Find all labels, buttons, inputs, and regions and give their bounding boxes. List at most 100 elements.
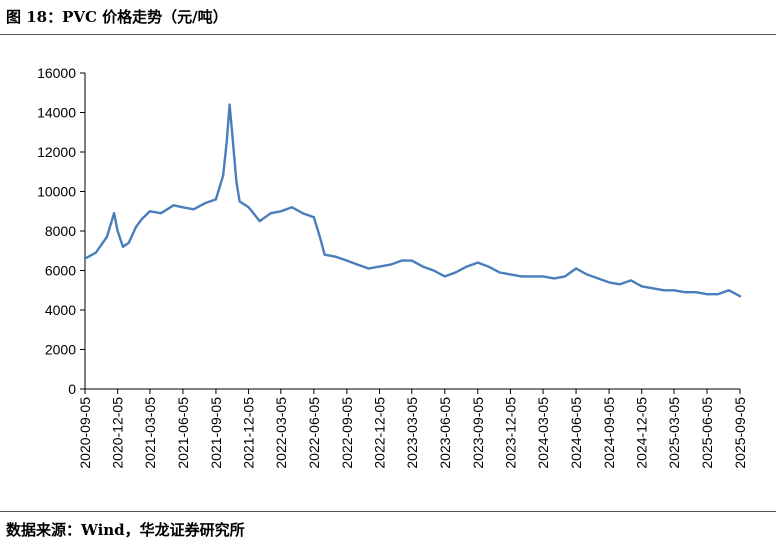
data-point bbox=[121, 245, 125, 248]
x-tick-label: 2022-09-05 bbox=[339, 397, 355, 469]
data-point bbox=[509, 273, 512, 276]
x-tick-label: 2020-12-05 bbox=[110, 397, 126, 469]
chart-series bbox=[83, 103, 742, 298]
y-tick-label: 6000 bbox=[45, 263, 76, 279]
data-point bbox=[134, 226, 137, 229]
data-point bbox=[127, 241, 130, 244]
data-point bbox=[651, 287, 654, 290]
y-tick-label: 2000 bbox=[45, 342, 76, 358]
data-point bbox=[476, 261, 479, 264]
data-point bbox=[290, 206, 294, 209]
data-point bbox=[356, 263, 359, 266]
data-point bbox=[421, 265, 424, 268]
y-tick-label: 4000 bbox=[45, 302, 76, 318]
x-tick-label: 2024-09-05 bbox=[601, 397, 617, 469]
y-tick-label: 10000 bbox=[37, 184, 76, 200]
data-point bbox=[432, 269, 435, 272]
data-point bbox=[116, 229, 119, 233]
data-point bbox=[672, 289, 676, 292]
y-tick-label: 14000 bbox=[37, 105, 76, 121]
data-point bbox=[334, 255, 337, 258]
data-point bbox=[279, 210, 282, 213]
x-tick-label: 2021-12-05 bbox=[241, 397, 257, 469]
title-divider bbox=[0, 34, 776, 35]
x-tick-label: 2025-09-05 bbox=[732, 397, 748, 469]
data-point bbox=[400, 259, 403, 262]
data-point bbox=[258, 220, 261, 223]
data-point bbox=[531, 275, 534, 278]
data-point bbox=[312, 216, 315, 219]
data-point bbox=[596, 277, 600, 280]
footer-divider bbox=[0, 511, 776, 512]
x-tick-label: 2020-09-05 bbox=[77, 397, 93, 469]
data-point bbox=[640, 285, 643, 288]
data-point bbox=[159, 212, 163, 215]
x-tick-label: 2022-03-05 bbox=[273, 397, 289, 469]
x-tick-label: 2023-03-05 bbox=[404, 397, 420, 469]
data-point bbox=[608, 281, 611, 284]
data-point bbox=[575, 267, 578, 270]
data-point bbox=[319, 239, 323, 242]
data-point bbox=[629, 279, 633, 282]
data-point bbox=[140, 218, 143, 221]
data-point bbox=[520, 275, 523, 278]
data-point bbox=[269, 212, 272, 215]
x-tick-label: 2022-12-05 bbox=[371, 397, 387, 469]
x-tick-label: 2023-12-05 bbox=[502, 397, 518, 469]
x-tick-label: 2021-09-05 bbox=[208, 397, 224, 469]
data-point bbox=[542, 275, 545, 278]
data-point bbox=[192, 208, 195, 211]
data-point bbox=[367, 267, 370, 270]
data-point bbox=[465, 265, 468, 268]
data-point bbox=[443, 275, 446, 278]
data-point bbox=[389, 263, 392, 266]
data-point bbox=[238, 200, 241, 203]
data-point bbox=[553, 277, 556, 280]
data-point bbox=[345, 259, 348, 262]
x-tick-label: 2025-06-05 bbox=[699, 397, 715, 469]
y-tick-label: 12000 bbox=[37, 144, 76, 160]
data-point bbox=[94, 251, 97, 254]
chart-title: 图 18：PVC 价格走势（元/吨） bbox=[6, 8, 228, 26]
x-tick-label: 2023-09-05 bbox=[470, 397, 486, 469]
data-point bbox=[203, 202, 206, 205]
data-point bbox=[705, 293, 709, 296]
x-tick-label: 2021-03-05 bbox=[142, 397, 158, 469]
data-point bbox=[235, 180, 238, 183]
data-source-note: 数据来源：Wind，华龙证券研究所 bbox=[6, 521, 245, 539]
data-point bbox=[181, 206, 184, 209]
data-point bbox=[378, 265, 381, 268]
data-point bbox=[454, 271, 457, 274]
data-point bbox=[228, 103, 231, 106]
data-point bbox=[727, 289, 731, 292]
data-point bbox=[247, 206, 250, 209]
data-point bbox=[105, 235, 108, 238]
x-tick-label: 2021-06-05 bbox=[175, 397, 191, 469]
data-point bbox=[694, 291, 698, 294]
y-tick-label: 16000 bbox=[37, 65, 76, 81]
data-point bbox=[563, 275, 567, 278]
data-point bbox=[618, 283, 621, 286]
x-tick-label: 2023-06-05 bbox=[437, 397, 453, 469]
data-point bbox=[113, 212, 116, 215]
data-point bbox=[148, 210, 151, 213]
x-tick-label: 2024-03-05 bbox=[535, 397, 551, 469]
data-point bbox=[172, 204, 175, 207]
x-tick-label: 2025-03-05 bbox=[666, 397, 682, 469]
data-point bbox=[225, 141, 228, 144]
data-point bbox=[498, 271, 501, 274]
data-point bbox=[410, 259, 413, 262]
data-point bbox=[716, 293, 719, 296]
data-point bbox=[83, 257, 87, 260]
series-line bbox=[83, 103, 742, 298]
chart-axes: 0 2000 4000 6000 8000 10000 12000 14000 16000 202… bbox=[37, 65, 748, 469]
data-point bbox=[487, 265, 490, 268]
y-tick-label: 8000 bbox=[45, 223, 76, 239]
data-point bbox=[222, 174, 225, 177]
data-point bbox=[662, 289, 666, 292]
x-tick-label: 2022-06-05 bbox=[306, 397, 322, 469]
data-point bbox=[214, 198, 217, 201]
x-tick-label: 2024-12-05 bbox=[634, 397, 650, 469]
data-point bbox=[585, 273, 588, 276]
